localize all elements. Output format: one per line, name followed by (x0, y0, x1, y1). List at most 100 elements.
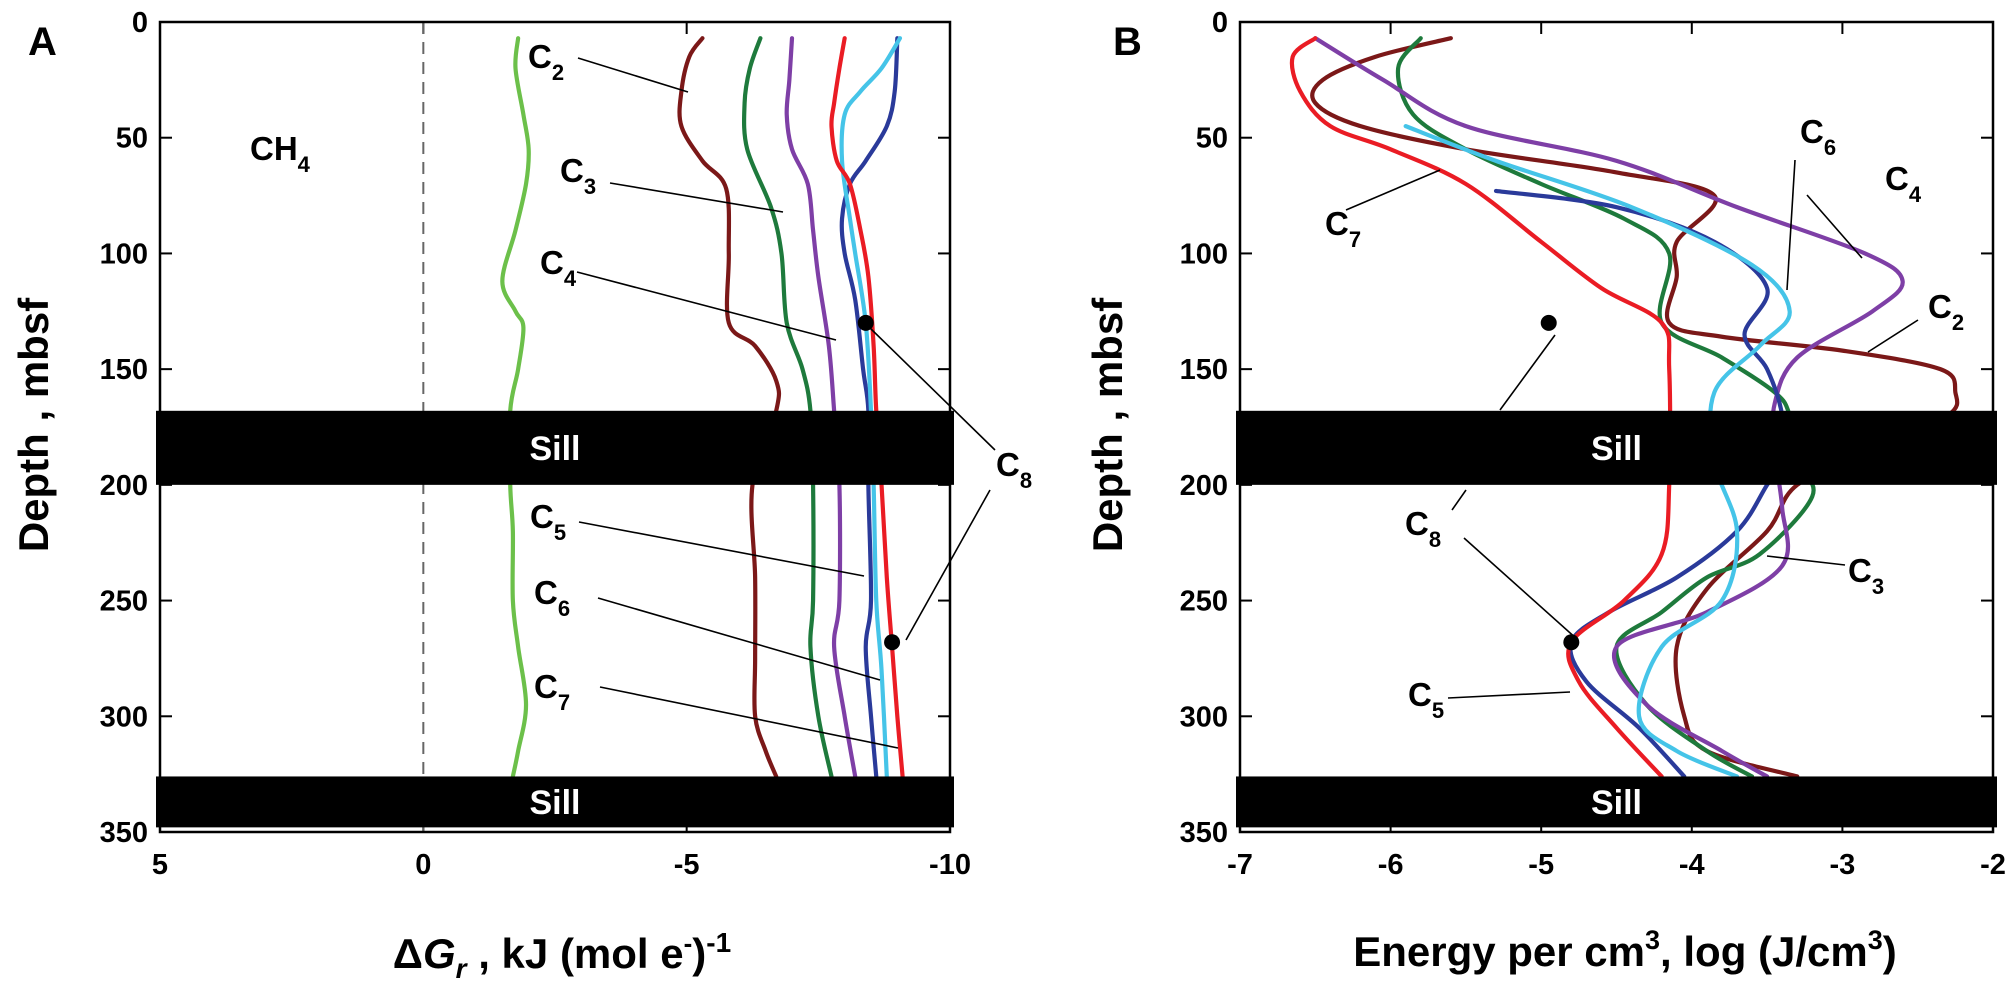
leader-a-c4 (576, 271, 837, 341)
panel-b-ytick-label: 50 (1196, 123, 1228, 155)
label-b-c3-sub: 3 (1872, 574, 1884, 599)
leader-a-c3 (609, 182, 784, 213)
panel-b-ylabel: Depth , mbsf (1084, 297, 1131, 552)
panel-a-xtick-label: 0 (415, 849, 431, 881)
leader-a-c8-top (869, 327, 996, 451)
panel-a-xtick-label: -5 (674, 849, 700, 881)
panel-a-ytick-label: 200 (100, 470, 148, 502)
label-b-c8: C8 (1405, 505, 1441, 552)
leader-a-c6 (597, 597, 881, 681)
label-a-c3: C3 (560, 152, 596, 199)
panel-b-xtick-label: -3 (1830, 849, 1856, 881)
label-b-c8-sub: 8 (1429, 527, 1441, 552)
label-b-c4: C4 (1885, 160, 1922, 207)
xlabel-a-var: G (423, 930, 456, 977)
label-a-c5: C5 (530, 498, 566, 545)
panel-b-c8-marker (1563, 634, 1580, 651)
panel-a-series-c2 (677, 36, 782, 779)
panel-a-ytick-label: 300 (100, 701, 148, 733)
xlabel-b-c: ) (1883, 928, 1897, 975)
leader-a-c8-bottom (905, 489, 991, 641)
panel-b-ytick-label: 100 (1180, 238, 1228, 270)
panel-b-xtick-label: -2 (1980, 849, 2006, 881)
panel-a-leader-lines (576, 57, 996, 749)
leader-b-c8-mid (1451, 489, 1467, 511)
leader-b-c6 (1786, 159, 1796, 291)
panel-b-series-c6 (1403, 124, 1792, 779)
xlabel-a-mid: , kJ (mol e (467, 930, 684, 977)
panel-b-leader-lines (1345, 159, 1919, 699)
label-b-c6-sub: 6 (1824, 135, 1836, 160)
label-a-ch4: CH4 (250, 130, 311, 177)
panel-b-xtick-label: -6 (1378, 849, 1404, 881)
panel-b: B 0 50 100 150 200 250 300 350-7 -6 -5 -4 -3 -2 Sill… (1084, 7, 2006, 975)
panel-a-ytick-label: 150 (100, 354, 148, 386)
panel-b-sill-band (1236, 776, 1997, 828)
panel-b-series-c2 (1310, 36, 1960, 779)
label-a-c5-sub: 5 (554, 520, 566, 545)
label-a-c6-base: C (534, 574, 558, 611)
label-a-c7-base: C (534, 668, 558, 705)
panel-b-series (1289, 36, 1960, 779)
panel-a-ytick-label: 100 (100, 238, 148, 270)
label-a-ch4-base: CH (250, 130, 298, 167)
panel-b-sill-label: Sill (1591, 430, 1642, 468)
panel-b-series-c4 (1313, 36, 1905, 779)
panel-a-series-c6 (839, 36, 903, 779)
label-b-c5: C5 (1408, 676, 1444, 723)
label-b-c7-sub: 7 (1349, 227, 1361, 252)
panel-a-xlabel: ΔGr , kJ (mol e-)-1 (393, 927, 731, 984)
leader-b-c3 (1766, 555, 1846, 566)
leader-a-c7 (599, 686, 899, 749)
xlabel-b-b: , log (J/cm (1660, 928, 1868, 975)
panel-a-sills: Sill Sill (156, 410, 954, 828)
panel-a-c8-marker (857, 314, 874, 331)
panel-b-sill-band (1236, 410, 1997, 485)
panel-a-series-c5 (839, 36, 900, 779)
panel-a-sill-label: Sill (529, 430, 580, 468)
leader-a-c5 (578, 521, 865, 577)
xlabel-a-sup2: -1 (706, 927, 731, 958)
label-a-c2: C2 (528, 38, 564, 85)
panel-b-sills: Sill Sill (1236, 410, 1997, 828)
label-a-c3-base: C (560, 152, 584, 189)
label-b-c2-sub: 2 (1952, 310, 1964, 335)
panel-a-frame (158, 20, 952, 834)
label-b-c2-base: C (1928, 288, 1952, 325)
label-a-c5-base: C (530, 498, 554, 535)
leader-b-c4 (1806, 194, 1863, 259)
panel-a-xtick-label: 5 (152, 849, 168, 881)
xlabel-b-sup2: 3 (1868, 925, 1883, 955)
label-a-c7: C7 (534, 668, 570, 715)
label-a-c8-base: C (996, 446, 1020, 483)
xlabel-b-sup1: 3 (1645, 925, 1660, 955)
panel-a-sill-label: Sill (529, 784, 580, 822)
label-a-c4-base: C (540, 244, 564, 281)
panel-a-series-c3 (741, 36, 834, 779)
panel-b-c8-marker (1540, 314, 1557, 331)
label-b-c6: C6 (1800, 113, 1836, 160)
label-a-ch4-sub: 4 (298, 152, 311, 177)
panel-a-markers (857, 314, 901, 651)
label-a-c8: C8 (996, 446, 1032, 493)
xlabel-a-sub: r (456, 953, 469, 984)
panel-b-ytick-label: 350 (1180, 817, 1228, 849)
label-b-c6-base: C (1800, 113, 1824, 150)
panel-b-frame (1238, 20, 1995, 834)
label-b-c4-sub: 4 (1909, 182, 1922, 207)
panel-a-series-c7 (829, 36, 905, 779)
label-a-c8-sub: 8 (1020, 468, 1032, 493)
panel-a-label: A (28, 20, 57, 64)
label-a-c3-sub: 3 (584, 174, 596, 199)
panel-b-ytick-label: 250 (1180, 586, 1228, 618)
panel-a-sill-band (156, 410, 954, 485)
panel-a-plot-frame (158, 20, 952, 834)
label-a-c4-sub: 4 (564, 266, 577, 291)
leader-b-c2 (1867, 319, 1919, 353)
panel-a-ytick-label: 50 (116, 123, 148, 155)
label-b-c5-base: C (1408, 676, 1432, 713)
leader-a-c2 (577, 57, 689, 93)
xlabel-a-sup1: - (684, 928, 693, 958)
